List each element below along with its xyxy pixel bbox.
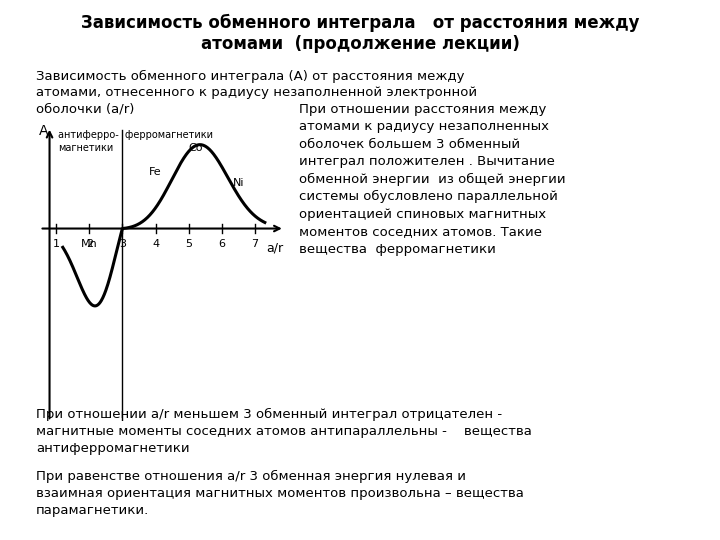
Text: Mn: Mn — [81, 239, 98, 249]
Text: магнетики: магнетики — [58, 143, 113, 153]
Text: При отношении расстояния между
атомами к радиусу незаполненных
оболочек большем : При отношении расстояния между атомами к… — [299, 103, 565, 256]
Text: атомами  (продолжение лекции): атомами (продолжение лекции) — [201, 35, 519, 53]
Text: A: A — [39, 124, 49, 138]
Text: 2: 2 — [86, 239, 93, 249]
Text: 3: 3 — [119, 239, 126, 249]
Text: При отношении а/r меньшем 3 обменный интеграл отрицателен -
магнитные моменты со: При отношении а/r меньшем 3 обменный инт… — [36, 408, 532, 455]
Text: a/r: a/r — [266, 241, 283, 254]
Text: Fe: Fe — [149, 167, 162, 177]
Text: Ni: Ni — [233, 178, 244, 188]
Text: оболочки (a/r): оболочки (a/r) — [36, 103, 135, 116]
Text: Зависимость обменного интеграла (А) от расстояния между: Зависимость обменного интеграла (А) от р… — [36, 70, 464, 83]
Text: антиферро-  ферромагнетики: антиферро- ферромагнетики — [58, 130, 213, 140]
Text: атомами, отнесенного к радиусу незаполненной электронной: атомами, отнесенного к радиусу незаполне… — [36, 86, 477, 99]
Text: 4: 4 — [152, 239, 159, 249]
Text: Зависимость обменного интеграла   от расстояния между: Зависимость обменного интеграла от расст… — [81, 14, 639, 32]
Text: 5: 5 — [185, 239, 192, 249]
Text: При равенстве отношения а/r 3 обменная энергия нулевая и
взаимная ориентация маг: При равенстве отношения а/r 3 обменная э… — [36, 470, 524, 517]
Text: 7: 7 — [251, 239, 258, 249]
Text: Co: Co — [188, 143, 202, 152]
Text: 6: 6 — [218, 239, 225, 249]
Text: 1: 1 — [53, 239, 60, 249]
